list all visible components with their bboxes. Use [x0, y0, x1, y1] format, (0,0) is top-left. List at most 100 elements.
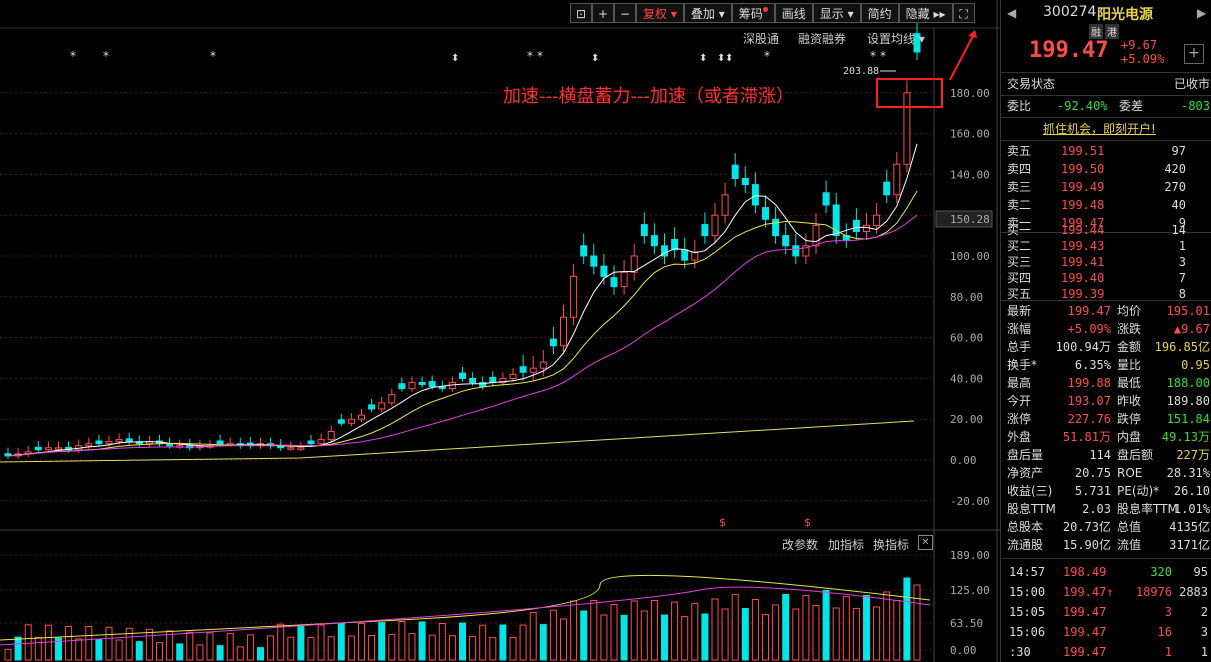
- lock-icon: ⊡: [575, 7, 587, 21]
- display-button[interactable]: 显示 ▾: [812, 3, 861, 23]
- candle-body: [580, 245, 588, 257]
- chips-button[interactable]: 筹码: [731, 3, 775, 23]
- candle-body: [519, 366, 527, 373]
- fuquan-button[interactable]: 复权 ▾: [636, 3, 684, 23]
- candle-body: [327, 430, 335, 441]
- stats-row: 收益(三) 5.731 PE(动)* 26.10: [1007, 484, 1210, 498]
- volume-bar: [812, 605, 820, 661]
- volume-bar: [762, 614, 769, 661]
- volume-bar: [418, 621, 426, 661]
- candle-body: [762, 207, 769, 220]
- event-star-icon: *: [210, 49, 216, 63]
- volume-bar: [307, 637, 315, 661]
- candle-body: [115, 439, 123, 443]
- edit-params-button[interactable]: 改参数: [782, 538, 819, 552]
- candle-body: [105, 441, 113, 445]
- candle-body: [489, 376, 497, 383]
- add-watchlist-button[interactable]: +: [1184, 44, 1204, 64]
- volume-bar: [590, 600, 598, 661]
- candle-body: [388, 394, 396, 404]
- next-stock-icon[interactable]: ▶: [1197, 6, 1207, 20]
- tick-row: 15:00 199.47↑ 18976 2883: [1009, 585, 1208, 599]
- candle-body: [307, 440, 315, 445]
- stats-row: 涨停 227.76 跌停 151.84: [1007, 412, 1210, 426]
- volume-bar: [378, 622, 386, 661]
- volume-bar: [75, 638, 83, 661]
- candle-body: [863, 224, 870, 233]
- margin-link[interactable]: 融资融券: [798, 32, 847, 46]
- prev-stock-icon[interactable]: ◀: [1007, 6, 1017, 20]
- margin-tag: 融: [1089, 24, 1103, 39]
- volume-bar: [913, 584, 921, 661]
- volume-bar: [277, 623, 285, 661]
- lock-button[interactable]: ⊡: [570, 3, 592, 23]
- ma-settings-link[interactable]: 设置均线 ▾: [867, 32, 925, 46]
- candle-body: [570, 275, 578, 318]
- candle-body: [125, 438, 133, 443]
- candle-body: [681, 249, 689, 261]
- bid-row: 买五 199.39 8: [1007, 287, 1186, 301]
- volume-bar: [640, 610, 648, 661]
- candle-body: [85, 443, 93, 447]
- current-price-text: 150.28: [950, 213, 990, 226]
- candle-body: [832, 204, 840, 237]
- stats-row: 流通股 15.90亿 流值 3171亿: [1007, 538, 1210, 552]
- price-axis-label: 0.00: [950, 454, 977, 467]
- volume-bar: [883, 591, 891, 661]
- candle-body: [297, 447, 305, 450]
- volume-bar: [95, 639, 103, 661]
- candle-body: [418, 381, 426, 386]
- hide-button[interactable]: 隐藏 ▸▸: [898, 3, 953, 23]
- price-axis-label: 160.00: [950, 128, 990, 141]
- kline-chart[interactable]: 180.00160.00140.00120.00100.0080.0060.00…: [0, 0, 1000, 662]
- candle-body: [509, 373, 517, 379]
- close-icon[interactable]: ✕: [918, 535, 933, 550]
- volume-bar: [236, 646, 244, 661]
- add-indicator-button[interactable]: 加指标: [828, 538, 865, 552]
- overlay-button[interactable]: 叠加 ▾: [683, 3, 732, 23]
- candle-body: [711, 214, 719, 237]
- volume-bar: [267, 635, 275, 661]
- last-price: 199.47: [1029, 38, 1109, 63]
- plus-icon: +: [597, 7, 609, 21]
- simple-button[interactable]: 简约: [860, 3, 899, 23]
- candle-body: [893, 163, 901, 196]
- zoom-out-button[interactable]: −: [614, 3, 636, 23]
- hk-connect-link[interactable]: 深股通: [743, 32, 780, 46]
- switch-indicator-button[interactable]: 换指标: [873, 538, 910, 552]
- candle-body: [691, 251, 699, 261]
- candle-body: [216, 440, 224, 445]
- stats-row: 换手* 6.35% 量比 0.95: [1007, 358, 1210, 372]
- open-account-link[interactable]: 抓住机会，即刻开户!: [1043, 122, 1156, 136]
- event-star-icon: *: [537, 49, 543, 63]
- price-axis-label: 140.00: [950, 168, 990, 181]
- volume-bar: [509, 636, 517, 661]
- draw-line-button[interactable]: 画线: [774, 3, 813, 23]
- event-marker-icon: ⬍: [717, 53, 725, 64]
- candle-body: [782, 235, 790, 247]
- volume-bar: [671, 601, 679, 661]
- stats-row: 盘后量 114 盘后额 227万: [1007, 448, 1210, 462]
- zoom-in-button[interactable]: +: [592, 3, 614, 23]
- bid-row: 买四 199.40 7: [1007, 271, 1186, 285]
- annotation-text: 加速---横盘蓄力---加速（或者滞涨）: [503, 86, 794, 107]
- volume-bar: [479, 624, 487, 661]
- price-axis-label: -20.00: [950, 495, 990, 508]
- candle-body: [852, 219, 860, 233]
- ask-row: 卖四 199.50 420: [1007, 162, 1186, 176]
- stats-row: 总手 100.94万 金额 196.85亿: [1007, 340, 1210, 354]
- volume-axis-label: 189.00: [950, 549, 990, 562]
- ask-row: 卖一 199.47 9: [1007, 216, 1186, 230]
- ma250-line: [0, 420, 915, 463]
- event-marker-icon: ⬍: [699, 53, 707, 64]
- volume-bar: [893, 600, 901, 661]
- bid-row: 买二 199.43 1: [1007, 239, 1186, 253]
- volume-bar: [459, 622, 466, 661]
- volume-bar: [24, 624, 32, 661]
- volume-bar: [14, 636, 22, 661]
- volume-bar: [731, 594, 739, 661]
- price-axis-label: 80.00: [950, 291, 983, 304]
- volume-bar: [610, 604, 618, 661]
- fullscreen-button[interactable]: ⛶: [952, 3, 975, 23]
- bid-row: 买三 199.41 3: [1007, 255, 1186, 269]
